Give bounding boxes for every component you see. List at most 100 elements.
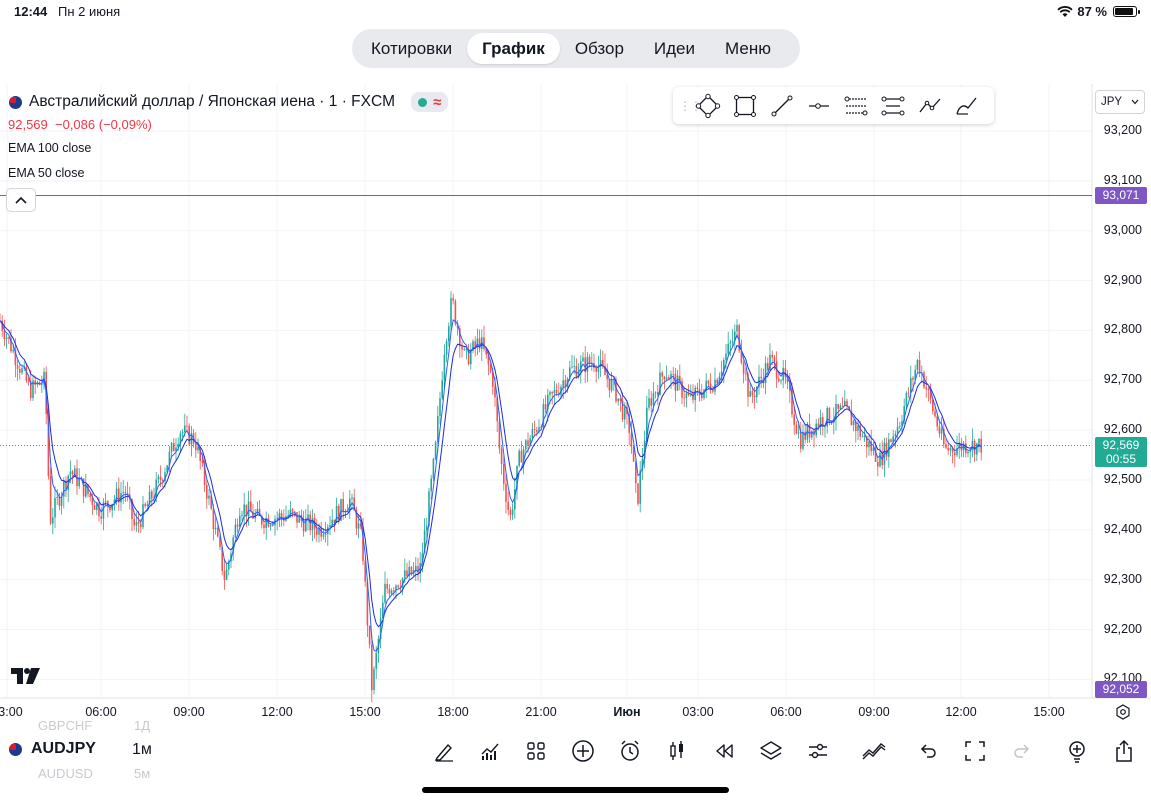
redo-icon[interactable] xyxy=(1008,737,1036,765)
candle-body xyxy=(133,519,135,526)
price-chart[interactable] xyxy=(0,0,1151,724)
draw-icon[interactable] xyxy=(430,737,458,765)
pitchfork-icon[interactable] xyxy=(874,90,911,122)
pattern-tool-icon[interactable] xyxy=(689,90,726,122)
compare-icon[interactable] xyxy=(860,737,888,765)
drawing-toolbar: ⋮⋮ xyxy=(673,87,994,124)
candle-body xyxy=(894,433,897,437)
path-tool-icon[interactable] xyxy=(911,90,948,122)
price-axis-label: 92,400 xyxy=(1103,521,1142,536)
settings-sliders-icon[interactable] xyxy=(804,737,832,765)
candle-body xyxy=(604,365,606,376)
candle-body xyxy=(918,360,921,373)
candle-body xyxy=(890,439,892,442)
bar-countdown: 00:55 xyxy=(1105,452,1137,466)
alert-price-tag[interactable]: 93,071 xyxy=(1095,187,1147,204)
candle-body xyxy=(936,416,938,427)
fib-retracement-icon[interactable] xyxy=(837,90,874,122)
alert-icon[interactable] xyxy=(616,737,644,765)
fullscreen-icon[interactable] xyxy=(961,737,989,765)
share-icon[interactable] xyxy=(1110,737,1138,765)
layers-icon[interactable] xyxy=(757,737,785,765)
candle-body xyxy=(808,424,811,438)
candle-body xyxy=(384,583,386,603)
candle-body xyxy=(109,506,111,511)
candle-body xyxy=(210,495,212,509)
candle-body xyxy=(217,527,219,537)
candle-body xyxy=(159,476,162,481)
indicator-ema-50[interactable]: EMA 50 close xyxy=(8,166,85,180)
symbol-selector[interactable]: AUDJPY xyxy=(8,740,96,758)
chart-type-icon[interactable] xyxy=(663,737,691,765)
time-axis-label: Июн xyxy=(613,705,641,719)
candle-body xyxy=(126,493,129,495)
candle-body xyxy=(102,502,105,519)
candle-body xyxy=(564,380,567,387)
home-indicator[interactable] xyxy=(422,787,729,793)
candle-body xyxy=(544,404,547,410)
drag-handle-icon[interactable]: ⋮⋮ xyxy=(679,98,702,113)
tab-overview[interactable]: Обзор xyxy=(574,38,624,58)
candle-body xyxy=(223,570,226,580)
candle-body xyxy=(899,426,901,427)
candle-body xyxy=(489,364,492,372)
market-status-badge[interactable]: ≈ xyxy=(411,92,449,112)
tab-menu[interactable]: Меню xyxy=(725,38,771,58)
candle-body xyxy=(382,602,384,619)
candle-body xyxy=(582,357,584,362)
trend-line-icon[interactable] xyxy=(763,90,800,122)
chart-settings-gear-icon[interactable] xyxy=(1114,703,1132,721)
status-time: 12:44 xyxy=(14,4,48,19)
candle-body xyxy=(397,585,399,588)
candle-body xyxy=(208,495,210,499)
tab-chart[interactable]: График xyxy=(467,33,560,64)
candle-body xyxy=(723,360,725,372)
candle-body xyxy=(470,351,472,365)
candle-body xyxy=(27,380,30,382)
candle-body xyxy=(91,497,94,506)
tradingview-logo-icon[interactable] xyxy=(11,668,41,689)
price-axis-label: 92,800 xyxy=(1103,322,1142,337)
candle-body xyxy=(960,442,963,451)
indicator-ema-100[interactable]: EMA 100 close xyxy=(8,141,92,155)
candle-body xyxy=(584,357,586,373)
undo-icon[interactable] xyxy=(914,737,942,765)
symbol-title[interactable]: Австралийский доллар / Японская иена · 1… xyxy=(29,93,396,110)
candle-body xyxy=(166,465,168,473)
templates-icon[interactable] xyxy=(522,737,550,765)
candle-body xyxy=(949,448,952,451)
candle-body xyxy=(769,354,771,370)
candle-body xyxy=(41,384,43,385)
candle-body xyxy=(162,480,164,482)
candle-body xyxy=(615,379,617,402)
add-icon[interactable] xyxy=(569,737,597,765)
candle-body xyxy=(525,440,527,450)
collapse-legend-button[interactable] xyxy=(6,188,36,212)
symbol-name[interactable]: AUDJPY xyxy=(31,740,96,757)
replay-icon[interactable] xyxy=(710,737,738,765)
candle-body xyxy=(531,429,534,439)
candle-body xyxy=(976,443,978,455)
currency-select[interactable]: JPY xyxy=(1095,90,1145,114)
candle-body xyxy=(197,447,199,451)
candle-body xyxy=(388,588,391,594)
ideas-icon[interactable] xyxy=(1063,737,1091,765)
indicators-icon[interactable] xyxy=(476,737,504,765)
last-price-value: 92,569 xyxy=(1102,438,1140,452)
candle-body xyxy=(186,425,188,427)
candle-body xyxy=(63,480,65,497)
candle-body xyxy=(496,397,498,422)
tab-quotes[interactable]: Котировки xyxy=(371,38,453,58)
candle-body xyxy=(683,397,685,399)
candle-body xyxy=(47,413,50,477)
candle-body xyxy=(278,513,281,518)
candle-body xyxy=(602,360,604,366)
candle-body xyxy=(351,497,353,499)
candle-body xyxy=(30,381,32,399)
brush-tool-icon[interactable] xyxy=(948,90,985,122)
interval-selector[interactable]: 1м xyxy=(132,741,152,758)
tab-ideas[interactable]: Идеи xyxy=(653,38,696,58)
rectangle-tool-icon[interactable] xyxy=(726,90,763,122)
horizontal-ray-icon[interactable] xyxy=(800,90,837,122)
candle-body xyxy=(355,510,358,529)
